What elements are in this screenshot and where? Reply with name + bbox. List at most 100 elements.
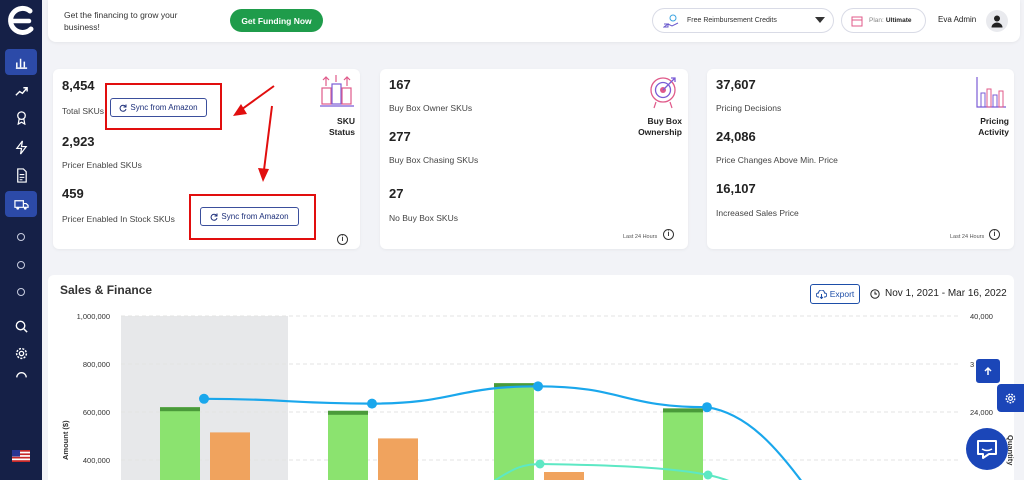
y-tick-label: 600,000 [83, 408, 110, 417]
pricing-activity-title: Pricing Activity [947, 116, 1009, 138]
info-icon[interactable]: i [337, 234, 348, 245]
us-flag-icon[interactable] [12, 450, 30, 462]
chat-button[interactable] [966, 428, 1008, 470]
total-skus-value: 8,454 [62, 78, 95, 93]
gear-icon[interactable] [5, 340, 37, 366]
pricing-footnote: Last 24 Hours [950, 234, 985, 240]
avatar[interactable] [986, 10, 1008, 32]
line-point [199, 393, 209, 404]
trending-up-icon[interactable] [5, 78, 37, 104]
document-icon[interactable] [5, 162, 37, 188]
plan-badge[interactable]: Plan: Ultimate [841, 8, 926, 33]
credits-label: Free Reimbursement Credits [687, 17, 777, 24]
gear-icon [1005, 393, 1016, 403]
bar-orange [210, 432, 250, 480]
sync-label: Sync from Amazon [221, 212, 289, 221]
scroll-to-top-button[interactable] [976, 359, 1000, 383]
sync-from-amazon-button[interactable]: Sync from Amazon [110, 98, 207, 117]
buy-box-owner-value: 167 [389, 77, 411, 92]
sales-finance-title: Sales & Finance [60, 283, 153, 297]
y-axis-label: Amount ($) [61, 420, 70, 460]
reimbursement-credits-dropdown[interactable]: Free Reimbursement Credits [652, 8, 834, 33]
in-stock-value: 459 [62, 186, 84, 201]
date-range[interactable]: Nov 1, 2021 - Mar 16, 2022 [870, 288, 1007, 299]
series-line-teal [493, 462, 730, 480]
title-line: Activity [978, 127, 1009, 137]
lightning-icon[interactable] [5, 134, 37, 160]
search-icon[interactable] [5, 313, 37, 339]
line-point [535, 459, 545, 469]
increased-price-label: Increased Sales Price [716, 208, 799, 218]
dashboard-icon[interactable] [5, 49, 37, 75]
pricer-enabled-label: Pricer Enabled SKUs [62, 160, 142, 170]
title-line: Pricing [980, 116, 1009, 126]
annotation-box [105, 83, 222, 130]
buy-box-footnote: Last 24 Hours [623, 234, 658, 240]
hand-money-icon [663, 14, 679, 27]
buy-box-chasing-value: 277 [389, 129, 411, 144]
target-icon [650, 77, 676, 109]
chevron-down-icon [815, 17, 825, 23]
y2-axis-label: Quantity [1006, 435, 1014, 466]
y-tick-label: 800,000 [83, 360, 110, 369]
annotation-box [189, 194, 316, 240]
pricing-activity-card: 37,607 Pricing Decisions 24,086 Price Ch… [707, 69, 1014, 249]
title-line: Ownership [638, 127, 682, 137]
nav-dot-icon[interactable] [17, 233, 25, 241]
total-skus-label: Total SKUs [62, 106, 105, 116]
partial-nav-icon[interactable] [5, 368, 37, 382]
buy-box-chasing-label: Buy Box Chasing SKUs [389, 155, 479, 165]
bar-orange [544, 472, 584, 480]
price-changes-label: Price Changes Above Min. Price [716, 155, 838, 165]
export-button[interactable]: Export [810, 284, 860, 304]
nav-dot-icon[interactable] [17, 261, 25, 269]
in-stock-label: Pricer Enabled In Stock SKUs [62, 214, 175, 224]
info-icon[interactable]: i [989, 229, 1000, 240]
plan-prefix: Plan: [869, 17, 884, 24]
y2-tick-label: 24,000 [970, 408, 993, 417]
sales-finance-panel: Sales & Finance Export Nov 1, 2021 - Mar… [48, 275, 1014, 480]
refresh-icon [211, 213, 218, 221]
title-line: Buy Box [647, 116, 682, 126]
export-label: Export [829, 289, 855, 299]
settings-button[interactable] [997, 384, 1024, 412]
bar-green-cap [328, 410, 368, 415]
award-icon[interactable] [5, 104, 37, 130]
get-funding-button[interactable]: Get Funding Now [230, 9, 323, 32]
date-range-label: Nov 1, 2021 - Mar 16, 2022 [885, 288, 1007, 299]
buy-box-title: Buy Box Ownership [610, 116, 682, 138]
line-point [367, 398, 377, 409]
financing-promo-text: Get the financing to grow your business! [64, 10, 178, 32]
app-logo-icon[interactable] [4, 2, 38, 40]
sku-status-title: SKU Status [297, 116, 355, 138]
user-name[interactable]: Eva Admin [938, 15, 977, 24]
nav-dot-icon[interactable] [17, 288, 25, 296]
y-tick-label: 1,000,000 [77, 312, 110, 321]
y-tick-label: 400,000 [83, 456, 110, 465]
info-icon[interactable]: i [663, 229, 674, 240]
pricing-decisions-value: 37,607 [716, 77, 756, 92]
top-bar: Get the financing to grow your business!… [48, 0, 1020, 42]
sync-label: Sync from Amazon [130, 103, 198, 112]
y2-tick-label: 40,000 [970, 312, 993, 321]
no-buy-box-label: No Buy Box SKUs [389, 213, 458, 223]
pricing-decisions-label: Pricing Decisions [716, 103, 782, 113]
bar-green [494, 383, 534, 480]
bar-chart-icon [976, 77, 1006, 108]
calendar-icon [851, 16, 863, 26]
bar-green-cap [160, 407, 200, 412]
sync-from-amazon-button[interactable]: Sync from Amazon [200, 207, 299, 226]
chat-bubble-icon [977, 440, 997, 459]
bar-green-cap [663, 408, 703, 413]
line-point [533, 381, 543, 392]
boxes-icon [320, 75, 354, 107]
bar-green [328, 410, 368, 480]
no-buy-box-value: 27 [389, 186, 404, 201]
buy-box-owner-label: Buy Box Owner SKUs [389, 103, 473, 113]
sku-status-card: 8,454 Total SKUs 2,923 Pricer Enabled SK… [53, 69, 360, 249]
user-icon [991, 15, 1003, 28]
arrow-up-icon [984, 366, 992, 375]
truck-icon[interactable] [5, 191, 37, 217]
refresh-icon [120, 104, 127, 112]
title-line: Status [329, 127, 355, 137]
